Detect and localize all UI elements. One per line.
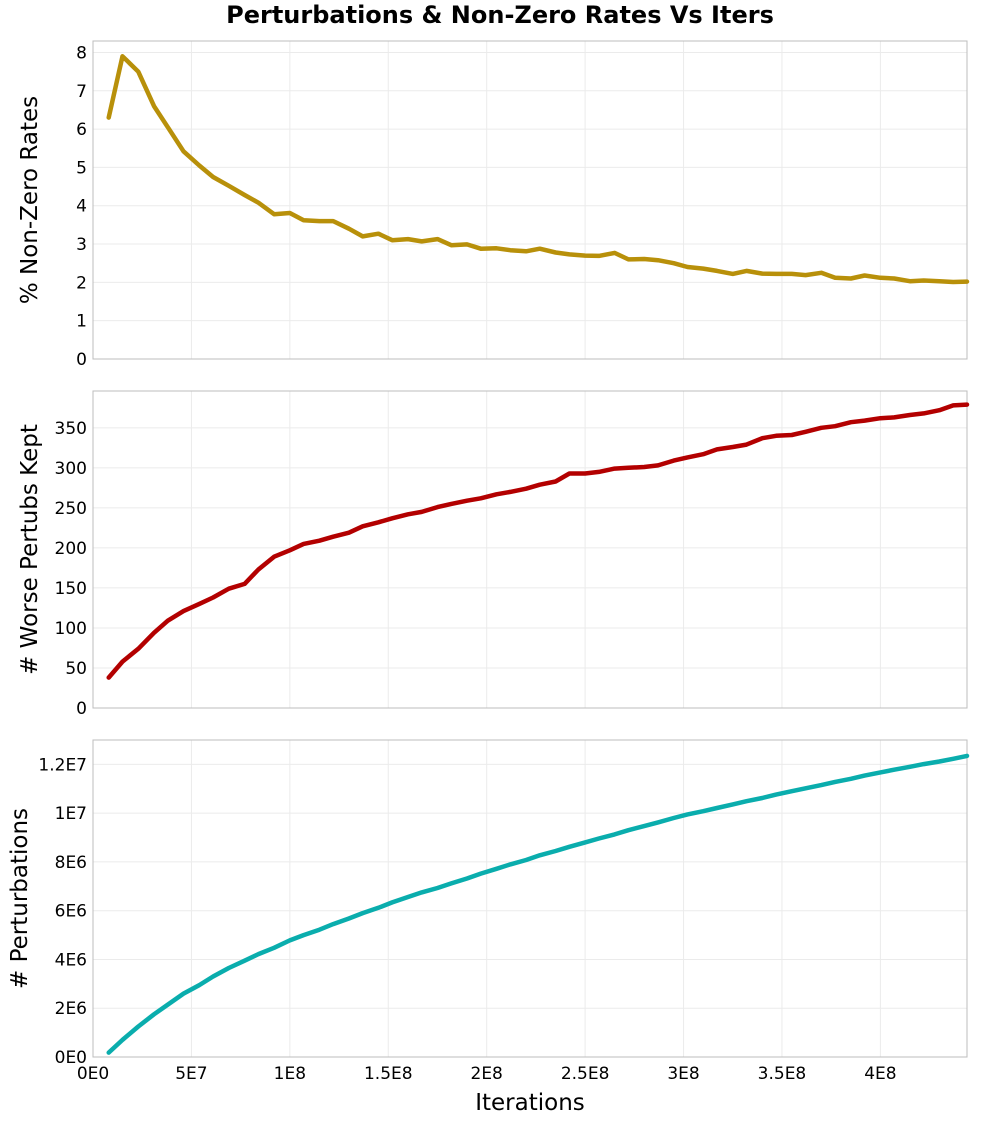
y-tick-label: 1 — [76, 312, 87, 332]
plot-frame-non-zero-rates — [92, 40, 968, 360]
y-tick-label: 7 — [76, 82, 87, 102]
x-tick-label: 5E7 — [175, 1064, 207, 1084]
y-tick-label: 1E7 — [55, 804, 87, 824]
y-tick-label: 0E0 — [55, 1048, 87, 1068]
x-tick-label: 1E8 — [274, 1064, 306, 1084]
plot-area-worse-pertubs-kept — [92, 390, 968, 709]
y-tick-label: 150 — [55, 579, 87, 599]
plot-frame-perturbations — [92, 739, 968, 1058]
y-tick-label: 4E6 — [55, 950, 87, 970]
y-tick-label: 1.2E7 — [38, 755, 87, 775]
y-tick-label: 4 — [76, 197, 87, 217]
y-tick-label: 250 — [55, 499, 87, 519]
panel-non-zero-rates: 0 1 2 3 4 5 6 7 8 % Non-Zero Rates — [17, 40, 970, 370]
y-tick-label: 350 — [55, 419, 87, 439]
y-tick-label: 200 — [55, 539, 87, 559]
y-tick-label: 6 — [76, 120, 87, 140]
series-line-non-zero-rates — [106, 54, 970, 285]
y-tick-label: 5 — [76, 158, 87, 178]
y-tick-label: 0 — [76, 699, 87, 719]
x-tick-label: 2.5E8 — [561, 1064, 610, 1084]
y-tick-label: 6E6 — [55, 902, 87, 922]
panel-worse-pertubs-kept: 0 50 100 150 200 250 300 350 # Worse Pertubs Kep… — [17, 390, 970, 719]
plot-area-perturbations — [92, 739, 968, 1058]
y-tick-label: 50 — [65, 659, 87, 679]
x-axis-label: Iterations — [475, 1090, 585, 1116]
panel-perturbations: 0E0 2E6 4E6 6E6 8E6 1E7 1.2E7 # Perturbations — [7, 739, 970, 1068]
y-tick-label: 2 — [76, 273, 87, 293]
y-tick-label: 8 — [76, 43, 87, 63]
chart-title: Perturbations & Non-Zero Rates Vs Iters — [226, 1, 774, 29]
y-tick-label: 0 — [76, 350, 87, 370]
y-axis-label-perturbations: # Perturbations — [7, 808, 33, 989]
plot-area-non-zero-rates — [92, 40, 968, 360]
x-tick-label: 3.5E8 — [758, 1064, 807, 1084]
x-tick-label: 3E8 — [667, 1064, 699, 1084]
x-tick-label: 4E8 — [864, 1064, 896, 1084]
y-axis-label-non-zero-rates: % Non-Zero Rates — [17, 96, 43, 304]
x-tick-label: 0E0 — [77, 1064, 109, 1084]
y-tick-label: 2E6 — [55, 999, 87, 1019]
y-tick-label: 100 — [55, 619, 87, 639]
y-tick-label: 300 — [55, 459, 87, 479]
y-tick-label: 3 — [76, 235, 87, 255]
y-axis-label-worse-pertubs-kept: # Worse Pertubs Kept — [17, 424, 43, 675]
series-line-perturbations — [106, 753, 970, 1055]
x-tick-label: 1.5E8 — [364, 1064, 413, 1084]
plot-frame-worse-pertubs-kept — [92, 390, 968, 709]
x-tick-label: 2E8 — [471, 1064, 503, 1084]
series-line-worse-pertubs-kept — [106, 402, 970, 680]
y-tick-label: 8E6 — [55, 853, 87, 873]
